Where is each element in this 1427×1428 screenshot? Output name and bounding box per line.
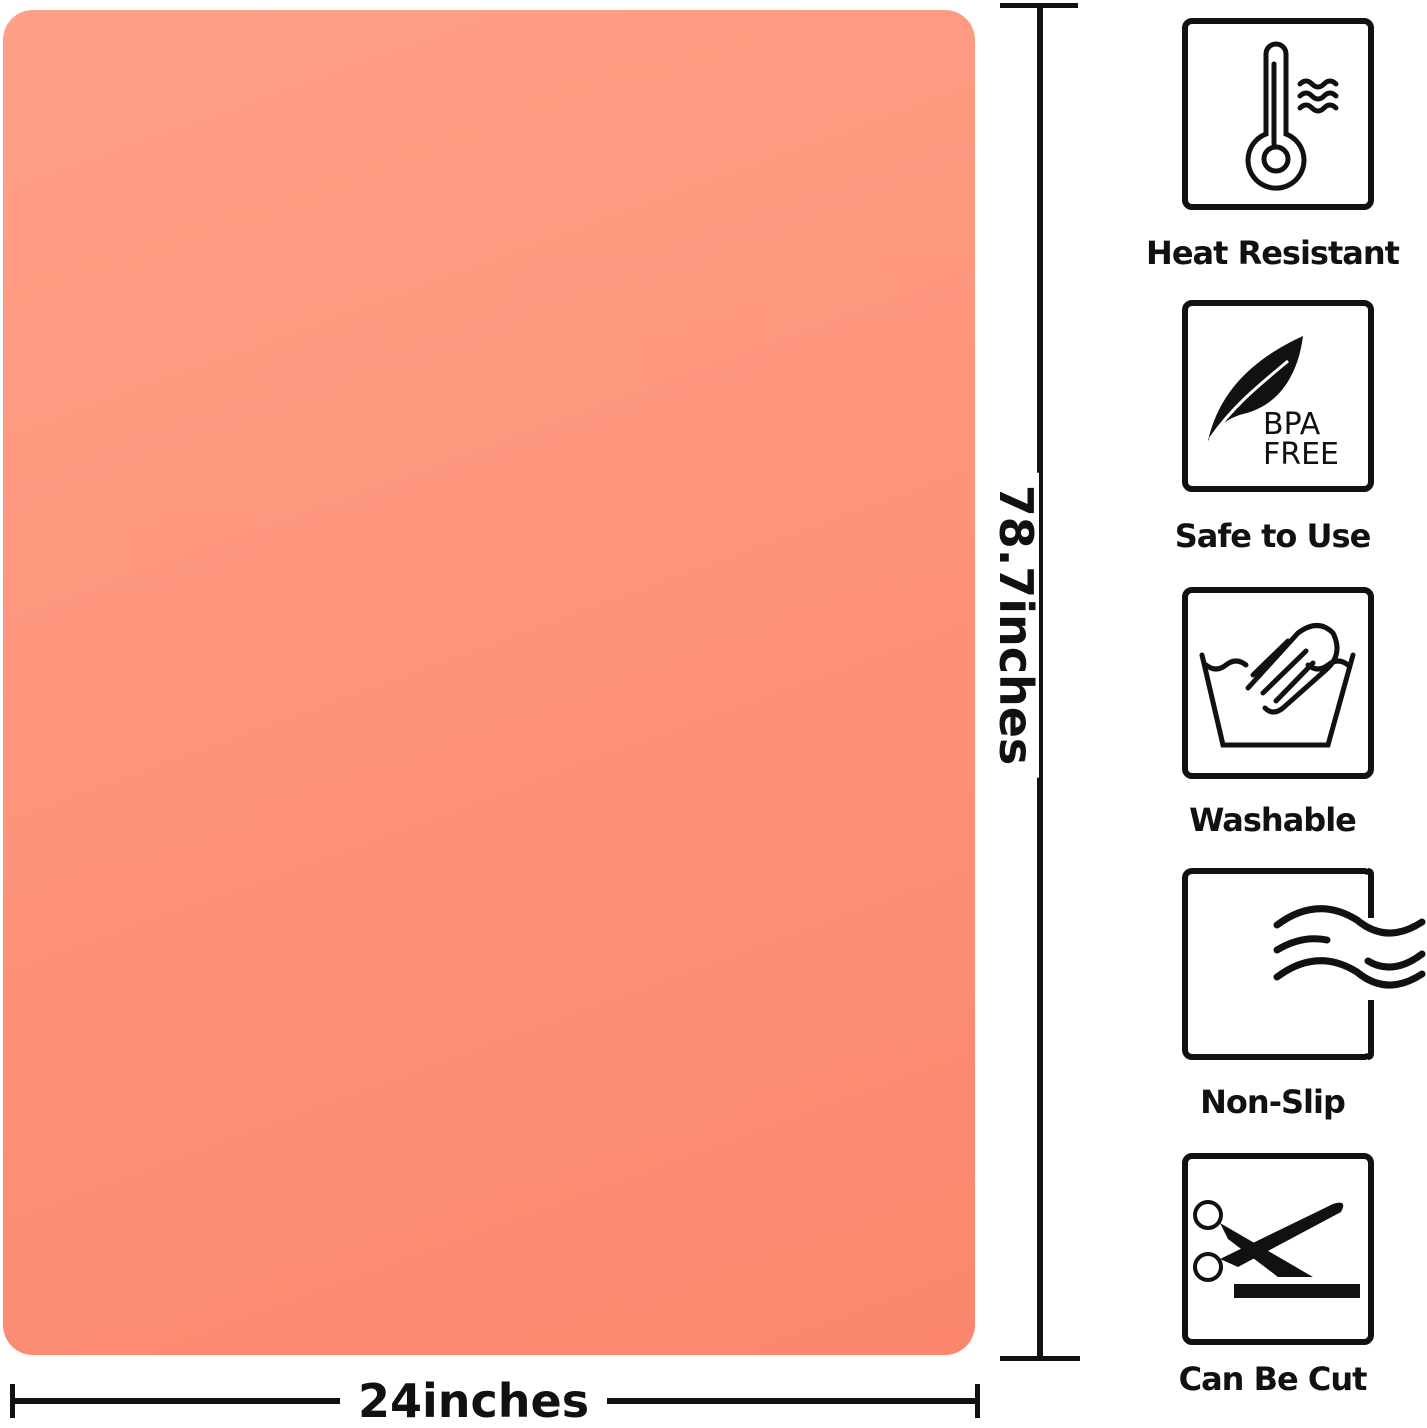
width-dimension-cap-right	[975, 1384, 980, 1418]
feature-label: Washable	[1189, 801, 1357, 839]
scissors-icon	[1193, 1200, 1360, 1298]
height-dimension-line	[1037, 5, 1043, 1359]
height-dimension-cap-bottom	[1000, 1356, 1080, 1361]
bpa-free-leaf-icon: BPA FREE	[1208, 336, 1339, 472]
thermometer-icon	[1245, 41, 1339, 191]
feature-safe-box: BPA FREE	[1182, 300, 1374, 492]
svg-text:BPA: BPA	[1263, 407, 1321, 442]
height-label: 78.7inches	[989, 472, 1043, 778]
feature-heat-resistant-box	[1182, 18, 1374, 210]
feature-label: Non-Slip	[1200, 1083, 1346, 1121]
height-dimension-cap-top	[1000, 3, 1078, 8]
feature-label: Heat Resistant	[1146, 234, 1400, 272]
width-dimension-cap-left	[10, 1384, 15, 1418]
feature-label: Can Be Cut	[1178, 1360, 1368, 1398]
box-edge	[1368, 1000, 1374, 1060]
feature-non-slip-box	[1182, 868, 1374, 1060]
silicone-mat	[3, 10, 975, 1355]
box-edge	[1368, 868, 1374, 918]
feature-can-be-cut-box	[1182, 1153, 1374, 1345]
svg-text:FREE: FREE	[1263, 437, 1339, 472]
feature-label: Safe to Use	[1174, 517, 1372, 555]
hand-wash-icon	[1199, 623, 1356, 748]
feature-washable-box	[1182, 587, 1374, 779]
width-label: 24inches	[340, 1378, 608, 1424]
